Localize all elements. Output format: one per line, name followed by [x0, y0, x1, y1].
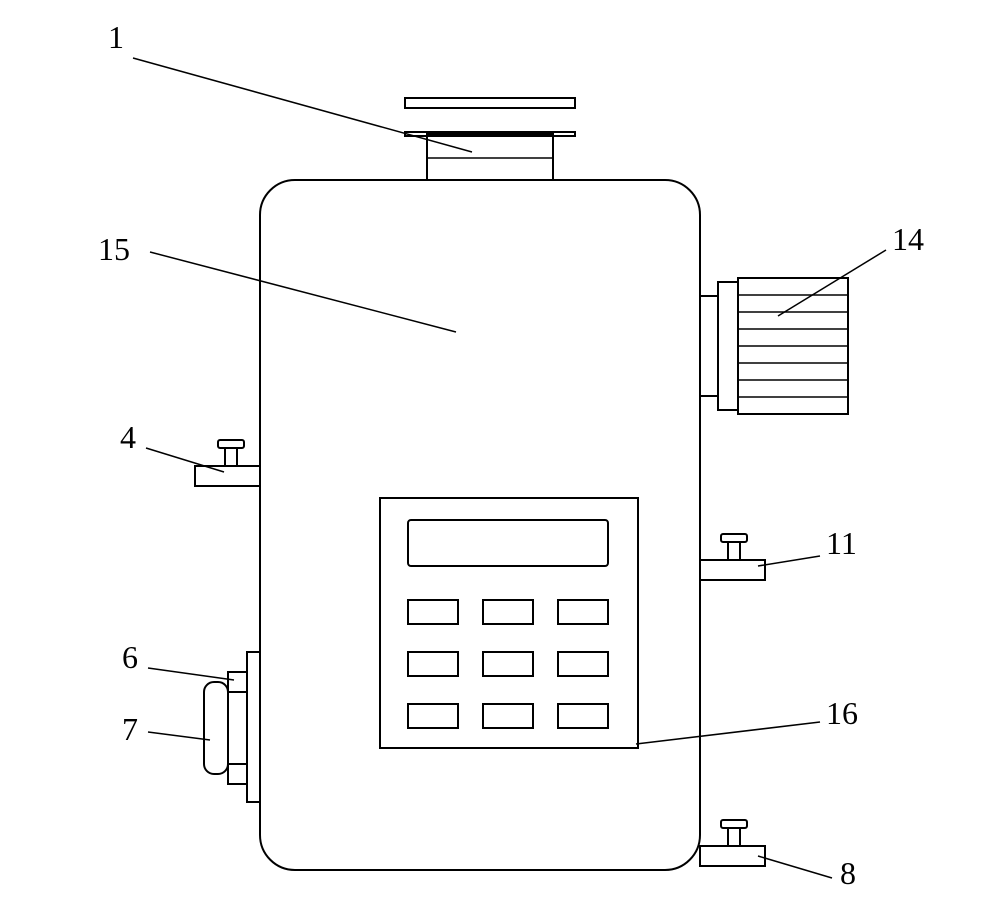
right-port-lower-stem	[728, 828, 740, 846]
keypad-button[interactable]	[558, 652, 608, 676]
callout-line	[778, 250, 886, 316]
callout-label: 4	[120, 419, 136, 455]
top-neck	[427, 134, 553, 180]
right-port-upper-stem	[728, 542, 740, 560]
keypad-button[interactable]	[483, 600, 533, 624]
callout-label: 14	[892, 221, 924, 257]
keypad-button[interactable]	[408, 704, 458, 728]
callout-label: 8	[840, 855, 856, 891]
right-port-upper-cap	[721, 534, 747, 542]
callout-label: 1	[108, 19, 124, 55]
callout-line	[758, 556, 820, 566]
handle-plate	[247, 652, 260, 802]
callout-label: 11	[826, 525, 857, 561]
callout-label: 6	[122, 639, 138, 675]
left-port-cap	[218, 440, 244, 448]
keypad-button[interactable]	[408, 652, 458, 676]
handle-bar[interactable]	[204, 682, 228, 774]
handle-bracket-top	[228, 672, 247, 692]
right-port-upper-shelf	[700, 560, 765, 580]
right-port-lower-cap	[721, 820, 747, 828]
keypad-button[interactable]	[408, 600, 458, 624]
keypad-button[interactable]	[483, 704, 533, 728]
callout-line	[758, 856, 832, 878]
handle-bracket-bottom	[228, 764, 247, 784]
left-port-stem	[225, 448, 237, 466]
keypad-button[interactable]	[483, 652, 533, 676]
keypad-button[interactable]	[558, 704, 608, 728]
device-body	[260, 180, 700, 870]
vent-inner	[718, 282, 738, 410]
callout-label: 15	[98, 231, 130, 267]
keypad-button[interactable]	[558, 600, 608, 624]
vent-mount	[700, 296, 718, 396]
callout-label: 16	[826, 695, 858, 731]
display-screen	[408, 520, 608, 566]
right-port-lower-shelf	[700, 846, 765, 866]
callout-line	[148, 732, 210, 740]
top-plate-upper	[405, 98, 575, 108]
left-port-shelf	[195, 466, 260, 486]
callout-line	[636, 722, 820, 744]
callout-label: 7	[122, 711, 138, 747]
callout-line	[150, 252, 456, 332]
callout-line	[146, 448, 224, 472]
callout-line	[148, 668, 234, 680]
callout-line	[133, 58, 472, 152]
